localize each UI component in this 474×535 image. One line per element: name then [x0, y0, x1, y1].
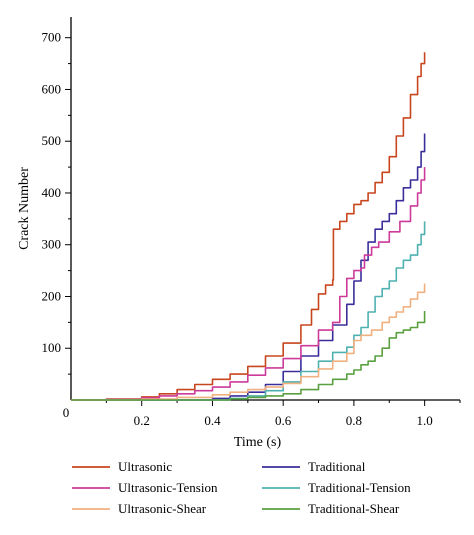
series-line-traditional: [71, 133, 426, 401]
legend-label-traditional: Traditional: [308, 459, 366, 474]
x-tick-label: 0.4: [204, 413, 221, 428]
legend-label-traditional-tension: Traditional-Tension: [308, 480, 411, 495]
legend-label-ultrasonic-shear: Ultrasonic-Shear: [118, 501, 207, 516]
y-tick-label: 500: [42, 133, 62, 148]
x-tick-label: 0.6: [275, 413, 292, 428]
y-tick-label: 700: [42, 30, 62, 45]
x-tick-label: 1.0: [417, 413, 433, 428]
series-line-ultrasonic-shear: [71, 283, 426, 401]
series-line-traditional-shear: [71, 311, 426, 401]
series-lines: [71, 52, 426, 401]
y-tick-label: 300: [42, 237, 62, 252]
y-tick-label: 200: [42, 288, 62, 303]
y-tick-label: 400: [42, 185, 62, 200]
series-line-traditional-tension: [71, 221, 426, 401]
x-tick-label: 0.2: [134, 413, 150, 428]
legend-label-ultrasonic: Ultrasonic: [118, 459, 172, 474]
origin-label: 0: [63, 405, 70, 420]
legend-label-traditional-shear: Traditional-Shear: [308, 501, 400, 516]
legend-label-ultrasonic-tension: Ultrasonic-Tension: [118, 480, 218, 495]
y-tick-label: 100: [42, 340, 62, 355]
legend: Ultrasonic Traditional Ultrasonic-Tension T…: [72, 459, 411, 516]
x-axis-title: Time (s): [234, 435, 282, 450]
series-line-ultrasonic: [71, 52, 426, 401]
x-tick-label: 0.8: [346, 413, 362, 428]
y-tick-label: 600: [42, 81, 62, 96]
y-axis-title: Crack Number: [17, 167, 32, 250]
series-line-ultrasonic-tension: [71, 167, 426, 401]
axes: 0.2 0.4 0.6 0.8 1.0 100 200 300 400 500 600 700 0 Tim…: [17, 17, 461, 450]
